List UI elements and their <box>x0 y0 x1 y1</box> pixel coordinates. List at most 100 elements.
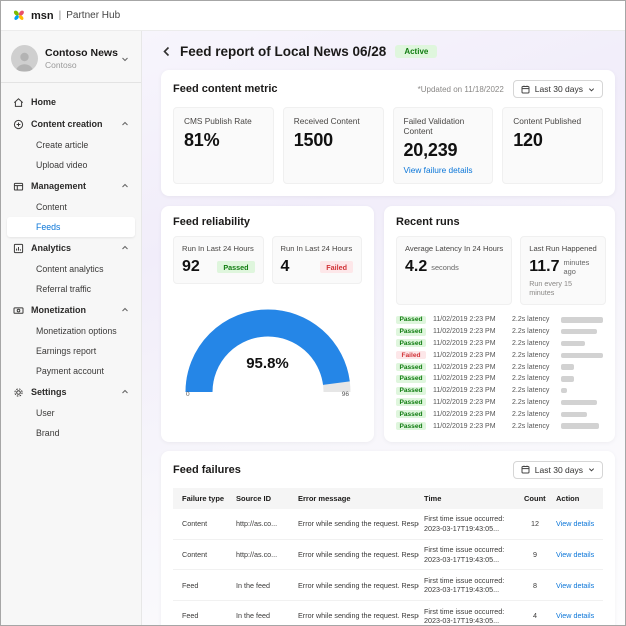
run-row: Passed 11/02/2019 2:23 PM 2.2s latency <box>396 397 603 409</box>
sidebar-item-label: Earnings report <box>36 346 97 356</box>
sidebar-item-upload-video[interactable]: Upload video <box>7 155 135 175</box>
cell-time: First time issue occurred: 2023-03-17T19:… <box>419 600 519 625</box>
run-bar <box>561 387 603 394</box>
run-row: Passed 11/02/2019 2:23 PM 2.2s latency <box>396 314 603 326</box>
run-timestamp: 11/02/2019 2:23 PM <box>433 351 496 359</box>
run-latency: 2.2s latency <box>512 316 550 324</box>
view-details-link[interactable]: View details <box>556 519 595 529</box>
run-row: Failed 11/02/2019 2:23 PM 2.2s latency <box>396 349 603 361</box>
sidebar: Contoso News Contoso Home Content creatio… <box>1 31 142 625</box>
table-row: Content http://as.co... Error while sendin… <box>173 508 603 540</box>
sidebar-item-home[interactable]: Home <box>7 91 135 113</box>
sidebar-item-create-article[interactable]: Create article <box>7 135 135 155</box>
back-button[interactable] <box>162 46 171 57</box>
run-status-badge: Passed <box>396 339 426 348</box>
run-bar <box>561 376 603 382</box>
view-failure-details-link[interactable]: View failure details <box>403 165 473 175</box>
sidebar-item-feeds[interactable]: Feeds <box>7 217 135 237</box>
run-status-badge: Passed <box>396 327 426 336</box>
sidebar-item-content[interactable]: Content <box>7 197 135 217</box>
sidebar-item-content-analytics[interactable]: Content analytics <box>7 259 135 279</box>
sidebar-item-label: Referral traffic <box>36 284 92 294</box>
run-bar <box>561 317 603 323</box>
run-status-badge: Passed <box>396 422 426 431</box>
cell-count: 12 <box>519 508 551 540</box>
metric-tile-received-content: Received Content 1500 <box>282 107 384 184</box>
analytics-icon <box>13 243 24 254</box>
sidebar-item-label: Analytics <box>31 243 72 253</box>
chevron-down-icon <box>121 50 131 68</box>
run-row: Passed 11/02/2019 2:23 PM 2.2s latency <box>396 338 603 350</box>
feed-reliability-card: Feed reliability Run In Last 24 Hours 92… <box>161 206 374 442</box>
metric-tile-cms-publish-rate: CMS Publish Rate 81% <box>173 107 274 184</box>
col-time: Time <box>419 487 519 509</box>
tile-label: Run In Last 24 Hours <box>280 244 353 253</box>
msn-butterfly-logo-icon <box>12 9 26 22</box>
sidebar-item-management[interactable]: Management <box>7 175 135 197</box>
cell-count: 9 <box>519 539 551 571</box>
failures-range-dropdown[interactable]: Last 30 days <box>512 460 603 479</box>
calendar-icon <box>521 85 530 94</box>
run-row: Passed 11/02/2019 2:23 PM 2.2s latency <box>396 373 603 385</box>
metrics-range-dropdown[interactable]: Last 30 days <box>512 80 603 98</box>
sidebar-item-brand[interactable]: Brand <box>7 423 135 443</box>
recent-runs-card: Recent runs Average Latency In 24 Hours … <box>384 206 615 442</box>
view-details-link[interactable]: View details <box>556 580 595 590</box>
gauge-max-label: 96 <box>341 391 349 398</box>
run-bar <box>561 352 603 359</box>
chevron-up-icon <box>121 120 129 128</box>
cell-action: View details <box>551 508 603 540</box>
cell-failure-type: Content <box>173 508 231 540</box>
org-switcher[interactable]: Contoso News Contoso <box>1 41 141 82</box>
view-details-link[interactable]: View details <box>556 611 595 621</box>
org-name: Contoso News <box>45 47 118 59</box>
calendar-icon <box>521 465 530 474</box>
col-failure-type: Failure type <box>173 487 231 509</box>
failures-range-label: Last 30 days <box>534 464 583 475</box>
run-status-badge: Passed <box>396 315 426 324</box>
sidebar-item-label: Monetization <box>31 305 86 315</box>
run-row: Passed 11/02/2019 2:23 PM 2.2s latency <box>396 408 603 420</box>
run-bar <box>561 411 603 418</box>
feed-failures-card: Feed failures Last 30 days <box>161 450 615 625</box>
run-latency: 2.2s latency <box>512 328 550 336</box>
sidebar-item-monetization[interactable]: Monetization <box>7 299 135 321</box>
sidebar-item-label: Payment account <box>36 366 104 376</box>
cell-failure-type: Feed <box>173 600 231 625</box>
sidebar-item-earnings-report[interactable]: Earnings report <box>7 341 135 361</box>
run-latency: 2.2s latency <box>512 387 550 395</box>
col-action: Action <box>551 487 603 509</box>
run-status-badge: Passed <box>396 363 426 372</box>
sidebar-item-user[interactable]: User <box>7 403 135 423</box>
metric-label: Received Content <box>293 116 360 126</box>
chevron-up-icon <box>121 182 129 190</box>
metric-value: 120 <box>513 130 543 150</box>
page-header: Feed report of Local News 06/28 Active <box>161 44 615 59</box>
sidebar-item-content-creation[interactable]: Content creation <box>7 113 135 135</box>
passed-badge: Passed <box>217 261 255 273</box>
cell-failure-type: Content <box>173 539 231 571</box>
sidebar-item-monetization-options[interactable]: Monetization options <box>7 321 135 341</box>
cell-error-message: Error while sending the request. Respons… <box>293 539 419 571</box>
view-details-link[interactable]: View details <box>556 550 595 560</box>
sidebar-item-settings[interactable]: Settings <box>7 381 135 403</box>
sidebar-item-referral-traffic[interactable]: Referral traffic <box>7 279 135 299</box>
sidebar-item-label: Create article <box>36 140 89 150</box>
cell-time: First time issue occurred: 2023-03-17T19:… <box>419 569 519 602</box>
tile-unit: seconds <box>431 262 459 272</box>
cell-action: View details <box>551 600 603 625</box>
run-timestamp: 11/02/2019 2:23 PM <box>433 339 496 347</box>
run-row: Passed 11/02/2019 2:23 PM 2.2s latency <box>396 385 603 397</box>
sidebar-item-analytics[interactable]: Analytics <box>7 237 135 259</box>
failures-table: Failure type Source ID Error message Tim… <box>173 487 603 625</box>
run-latency: 2.2s latency <box>512 398 550 406</box>
run-bar <box>561 340 603 347</box>
content-creation-icon <box>13 119 24 130</box>
sidebar-item-label: Feeds <box>36 222 61 232</box>
run-status-badge: Passed <box>396 386 426 395</box>
feed-content-metric-card: Feed content metric *Updated on 11/18/20… <box>161 70 615 196</box>
cell-time: First time issue occurred: 2023-03-17T19:… <box>419 539 519 571</box>
tile-value: 4 <box>280 258 290 275</box>
sidebar-item-payment-account[interactable]: Payment account <box>7 361 135 381</box>
run-status-badge: Passed <box>396 398 426 407</box>
